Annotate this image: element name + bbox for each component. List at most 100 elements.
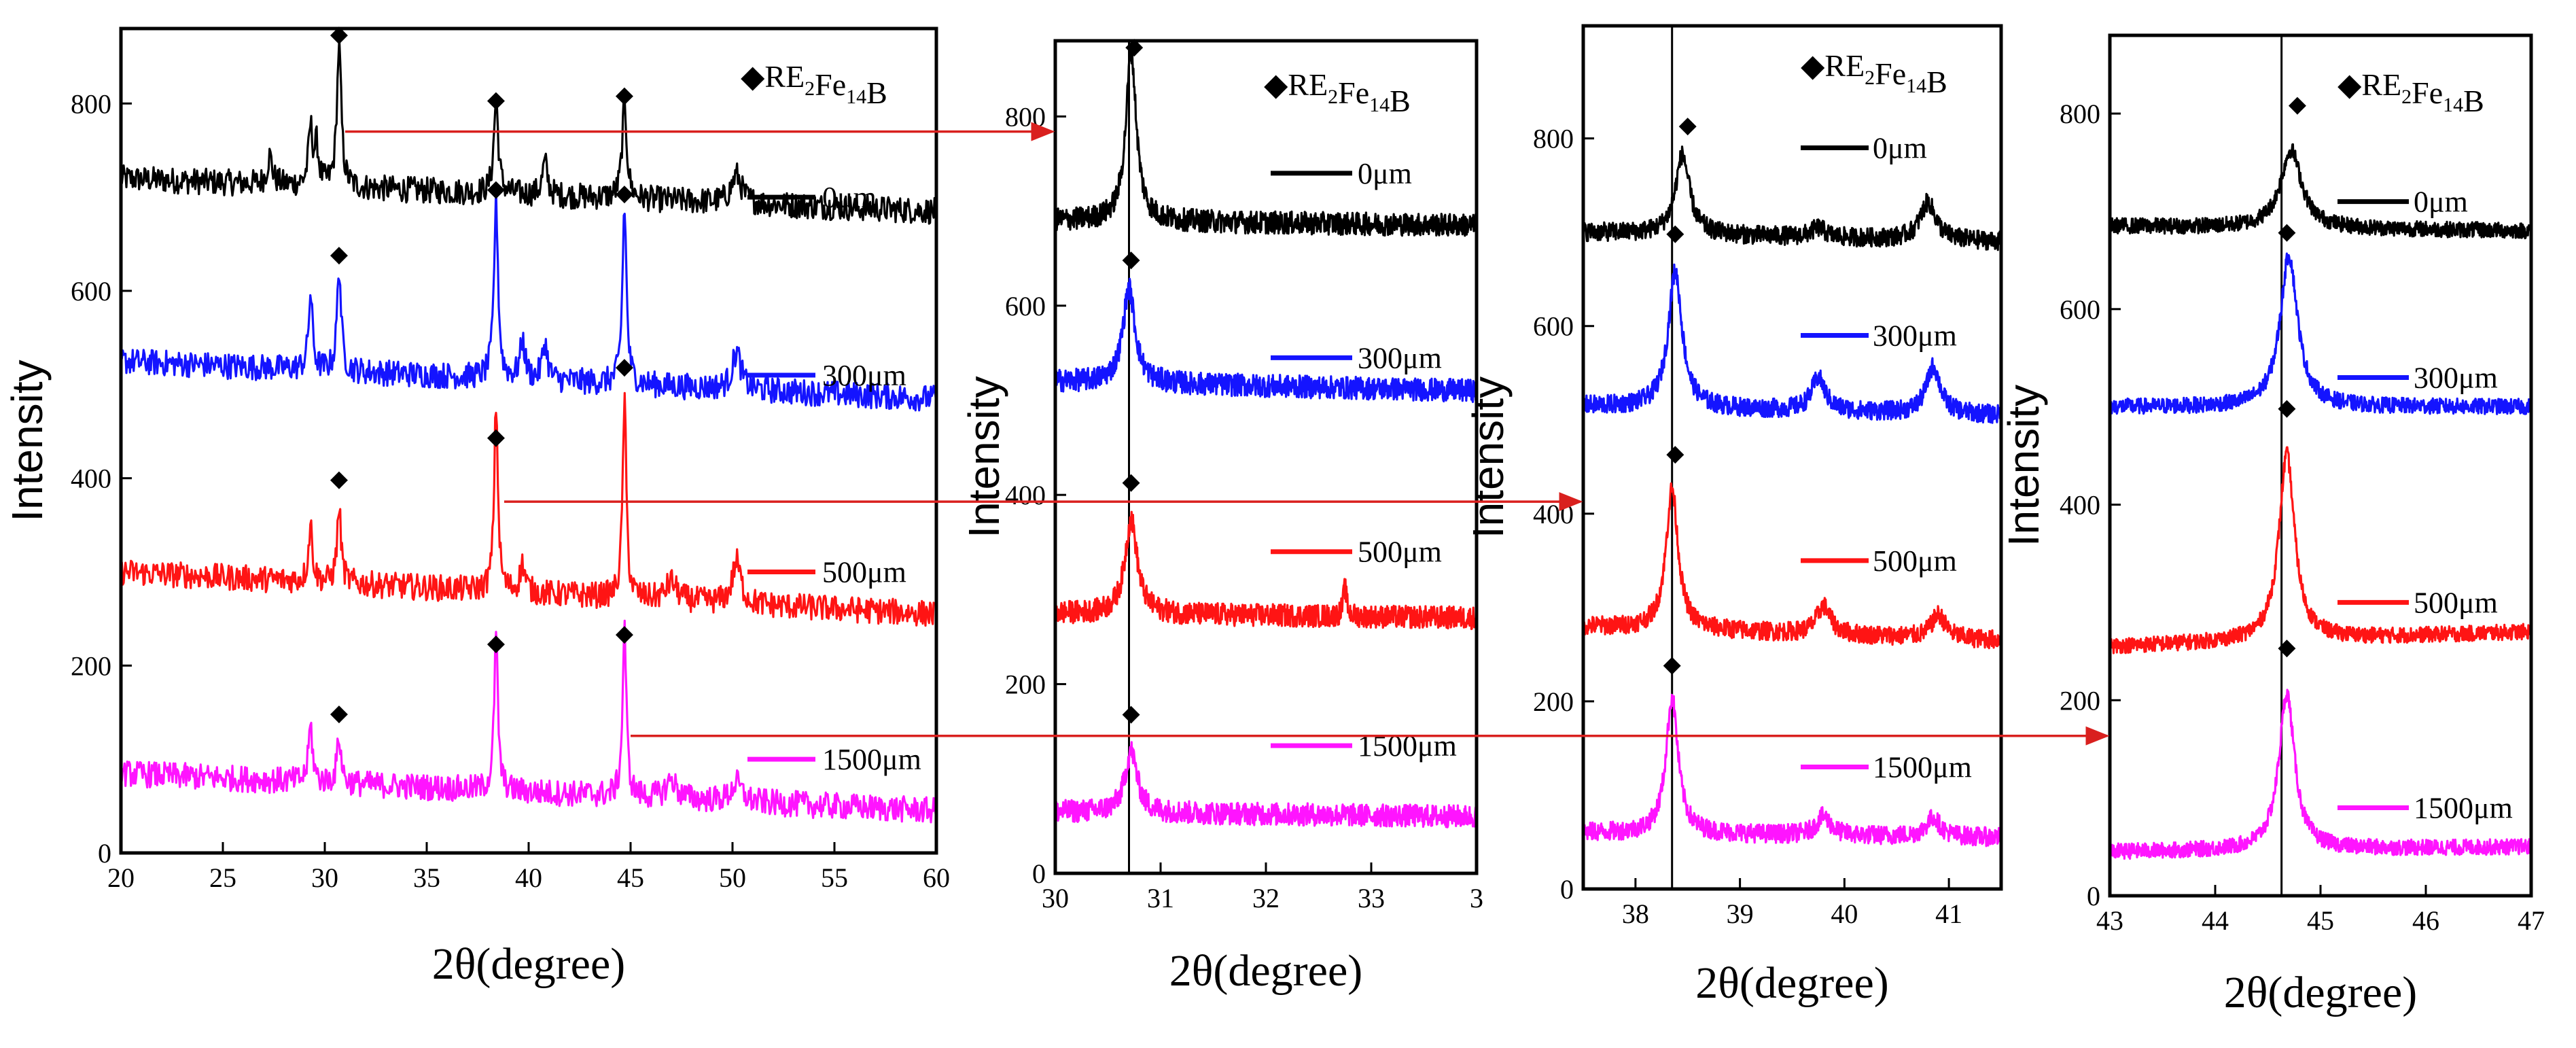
peak-marker: ◆ <box>1663 652 1682 678</box>
legend-label-1500um: 1500μm <box>1358 729 1457 763</box>
plot-frame <box>119 27 938 855</box>
y-tick-label: 0 <box>2087 881 2100 911</box>
x-tick-label: 30 <box>1042 883 1069 913</box>
series-line-300um <box>2110 252 2531 415</box>
phase-legend: ◆RE2Fe14B <box>1801 48 1947 99</box>
x-tick-label: 60 <box>923 862 950 893</box>
x-tick-label: 44 <box>2202 905 2229 936</box>
x-tick-label: 35 <box>413 862 440 893</box>
curves <box>1055 43 1477 828</box>
series-line-300um <box>121 186 936 412</box>
x-tick-label: 30 <box>311 862 338 893</box>
legend-label-300um: 300μm <box>2414 362 2498 395</box>
series-line-0um <box>2110 143 2531 240</box>
peak-marker: ◆ <box>487 176 506 201</box>
x-axis-title: 2θ(degree) <box>1169 946 1362 996</box>
series-line-500um <box>121 391 936 627</box>
peak-marker: ◆ <box>1666 441 1684 466</box>
legend-label-0um: 0μm <box>1358 157 1412 190</box>
x-tick-label: 45 <box>2307 905 2334 936</box>
peak-marker: ◆ <box>1123 247 1141 272</box>
panel-1: ◆ ◆ ◆ ◆ ◆ ◆ ◆ ◆ ◆ ◆ ◆ ◆ 0μm 300μm 500μm 1500μm ◆RE2Fe14B… <box>3 22 950 989</box>
y-tick-label: 800 <box>1005 101 1046 132</box>
x-tick-label: 39 <box>1727 898 1754 929</box>
panel-4: ◆ ◆ ◆ ◆ 0μm 300μm 500μm 1500μm ◆RE2Fe14B 43 44 45 46… <box>1999 33 2545 1017</box>
y-tick-label: 200 <box>2060 685 2100 716</box>
curves <box>1583 145 2001 848</box>
legend-label-500um: 500μm <box>822 555 906 589</box>
y-axis-title: Intensity <box>1464 377 1513 538</box>
y-tick-label: 200 <box>1005 669 1046 700</box>
legend-label-300um: 300μm <box>1358 341 1442 374</box>
y-axis-title: Intensity <box>3 360 52 521</box>
x-tick-label: 38 <box>1622 898 1649 929</box>
x-tick-label: 20 <box>107 862 135 893</box>
peak-marker: ◆ <box>2278 220 2296 245</box>
x-tick-label: 40 <box>515 862 542 893</box>
y-tick-label: 400 <box>1533 499 1574 529</box>
legend-label-300um: 300μm <box>822 359 906 392</box>
series-line-500um <box>1583 482 2001 650</box>
y-tick-label: 600 <box>1005 291 1046 321</box>
legend-label-1500um: 1500μm <box>2414 792 2513 825</box>
x-axis-title: 2θ(degree) <box>432 939 625 989</box>
peak-marker: ◆ <box>330 701 349 726</box>
peak-marker: ◆ <box>2289 92 2307 118</box>
legend-label-500um: 500μm <box>1873 544 1957 578</box>
y-tick-label: 600 <box>71 276 111 307</box>
series-line-0um <box>1583 145 2001 251</box>
peak-marker: ◆ <box>330 242 349 267</box>
peak-marker: ◆ <box>1666 221 1684 246</box>
peak-marker: ◆ <box>487 425 506 450</box>
peak-marker: ◆ <box>330 22 349 47</box>
series-line-1500um <box>121 619 936 824</box>
phase-legend: ◆RE2Fe14B <box>1264 67 1411 118</box>
y-tick-label: 400 <box>1005 480 1046 510</box>
x-tick-label: 55 <box>821 862 848 893</box>
x-tick-label: 43 <box>2096 905 2123 936</box>
legend-label-1500um: 1500μm <box>1873 751 1972 784</box>
panel-3: ◆ ◆ ◆ ◆ 0μm 300μm 500μm 1500μm ◆RE2Fe14B 38 39 40 41… <box>1464 24 2003 1008</box>
series-line-0um <box>121 37 936 225</box>
peak-marker: ◆ <box>487 631 506 656</box>
legend-label-500um: 500μm <box>2414 586 2498 619</box>
peak-marker: ◆ <box>1125 34 1144 59</box>
series-line-0um <box>1055 43 1477 237</box>
peak-marker: ◆ <box>616 621 634 646</box>
x-axis-title: 2θ(degree) <box>1695 958 1888 1008</box>
x-tick-label: 46 <box>2412 905 2439 936</box>
x-tick-label: 25 <box>209 862 236 893</box>
y-tick-label: 200 <box>71 650 111 681</box>
y-tick-label: 600 <box>2060 294 2100 325</box>
series-line-1500um <box>1055 741 1477 828</box>
peak-marker: ◆ <box>1123 469 1141 494</box>
y-tick-label: 0 <box>98 838 111 869</box>
x-tick-label: 47 <box>2518 905 2545 936</box>
x-axis-title: 2θ(degree) <box>2224 968 2417 1017</box>
peak-marker: ◆ <box>330 467 349 492</box>
x-tick-label: 33 <box>1358 883 1385 913</box>
y-tick-label: 800 <box>71 88 111 119</box>
peak-marker: ◆ <box>2278 396 2296 421</box>
series-line-1500um <box>2110 688 2531 860</box>
peak-marker: ◆ <box>616 181 634 206</box>
peak-marker: ◆ <box>616 354 634 379</box>
series-line-500um <box>2110 446 2531 654</box>
y-axis-title: Intensity <box>959 376 1008 538</box>
phase-legend: ◆RE2Fe14B <box>741 59 887 110</box>
curves <box>121 37 936 824</box>
curves <box>2110 143 2531 860</box>
series-line-500um <box>1055 510 1477 631</box>
legend-label-300um: 300μm <box>1873 319 1957 353</box>
y-tick-label: 0 <box>1560 874 1574 905</box>
series-line-300um <box>1583 263 2001 424</box>
phase-legend: ◆RE2Fe14B <box>2337 67 2484 118</box>
plot-frame <box>2108 33 2533 898</box>
peak-marker: ◆ <box>487 87 506 112</box>
legend-label-0um: 0μm <box>1873 131 1927 164</box>
x-tick-label: 45 <box>617 862 644 893</box>
y-tick-label: 0 <box>1032 858 1046 889</box>
x-tick-label: 50 <box>719 862 746 893</box>
y-tick-label: 800 <box>1533 124 1574 154</box>
